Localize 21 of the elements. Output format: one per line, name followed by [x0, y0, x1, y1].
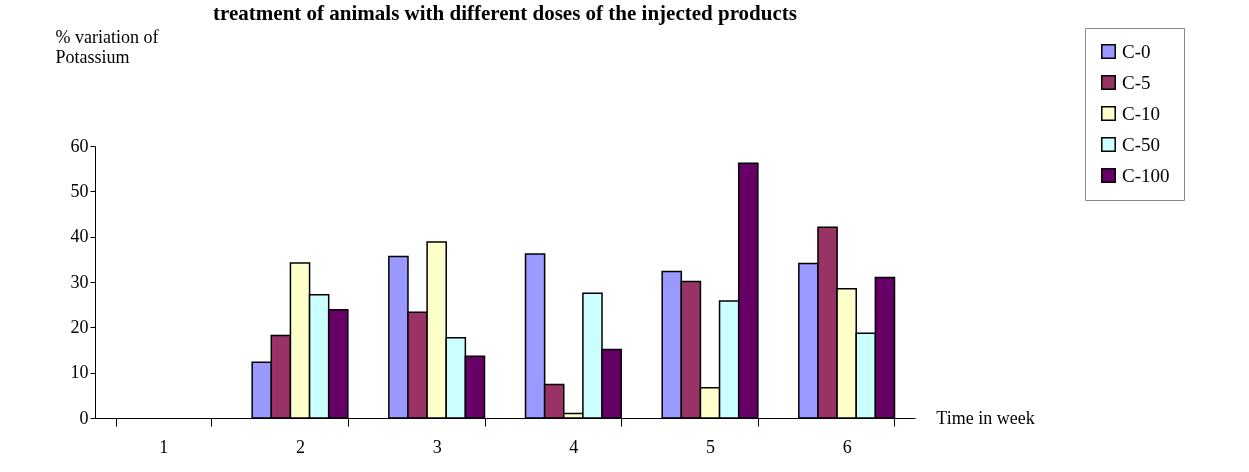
x-tick-label: 4 — [569, 436, 579, 457]
x-tick-label: 2 — [296, 436, 305, 457]
y-axis-title: % variation of Potassium — [55, 26, 159, 67]
chart-title: treatment of animals with different doses of the injected products — [213, 0, 797, 25]
y-tick-label: 50 — [70, 180, 89, 201]
legend-label: C-50 — [1122, 133, 1160, 155]
y-tick-label: 60 — [70, 135, 89, 156]
y-tick-label: 20 — [70, 316, 89, 337]
x-tick-label: 3 — [432, 436, 442, 457]
legend-label: C-10 — [1122, 102, 1160, 124]
legend-label: C-5 — [1122, 71, 1151, 93]
x-axis-title: Time in week — [936, 407, 1035, 428]
x-tick-label: 6 — [842, 436, 852, 457]
x-tick-label: 1 — [159, 436, 169, 457]
legend-label: C-100 — [1122, 164, 1170, 186]
y-tick-label: 10 — [70, 362, 89, 383]
y-tick-label: 0 — [79, 407, 89, 428]
x-tick-label: 5 — [706, 436, 715, 457]
y-tick-label: 40 — [70, 226, 89, 247]
legend-label: C-0 — [1122, 40, 1151, 62]
y-tick-label: 30 — [70, 271, 89, 292]
